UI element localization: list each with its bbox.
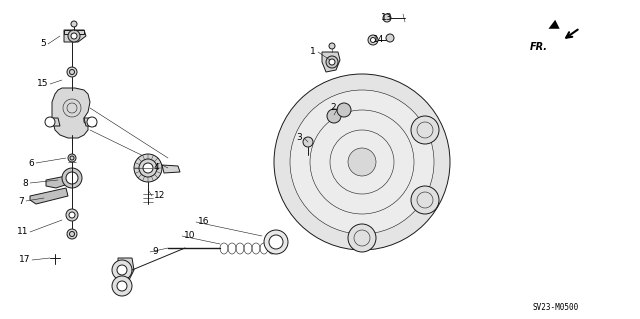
Circle shape <box>329 43 335 49</box>
Circle shape <box>134 154 162 182</box>
Text: 17: 17 <box>19 256 30 264</box>
Text: 9: 9 <box>152 248 157 256</box>
Text: 4: 4 <box>154 164 159 173</box>
Text: 8: 8 <box>22 179 28 188</box>
Circle shape <box>368 35 378 45</box>
Circle shape <box>112 276 132 296</box>
Circle shape <box>383 14 391 22</box>
Circle shape <box>329 59 335 65</box>
Circle shape <box>348 224 376 252</box>
Polygon shape <box>64 30 84 34</box>
Circle shape <box>71 21 77 27</box>
Circle shape <box>303 137 313 147</box>
Polygon shape <box>326 102 352 132</box>
Polygon shape <box>48 118 60 126</box>
Text: FR.: FR. <box>530 42 548 52</box>
Circle shape <box>327 109 341 123</box>
Polygon shape <box>46 176 68 188</box>
Circle shape <box>68 154 76 162</box>
Text: 12: 12 <box>154 191 165 201</box>
Circle shape <box>62 168 82 188</box>
Text: 16: 16 <box>198 218 209 226</box>
Circle shape <box>337 103 351 117</box>
Circle shape <box>69 212 75 218</box>
Circle shape <box>274 74 450 250</box>
Circle shape <box>66 172 78 184</box>
Circle shape <box>117 265 127 275</box>
Circle shape <box>326 56 338 68</box>
Circle shape <box>411 116 439 144</box>
Circle shape <box>371 38 376 42</box>
Text: 7: 7 <box>19 197 24 205</box>
Polygon shape <box>30 188 68 204</box>
Text: SV23-M0500: SV23-M0500 <box>533 303 579 313</box>
Polygon shape <box>290 98 430 226</box>
Circle shape <box>264 230 288 254</box>
Polygon shape <box>288 138 310 192</box>
Circle shape <box>143 163 153 173</box>
Text: 10: 10 <box>184 232 195 241</box>
Polygon shape <box>318 82 395 110</box>
Circle shape <box>45 117 55 127</box>
Text: 3: 3 <box>296 133 302 143</box>
Text: 15: 15 <box>36 79 48 88</box>
Text: 6: 6 <box>28 159 34 167</box>
Polygon shape <box>52 88 90 138</box>
Circle shape <box>112 260 132 280</box>
Circle shape <box>269 235 283 249</box>
Polygon shape <box>162 165 180 173</box>
Text: 14: 14 <box>372 35 384 44</box>
Polygon shape <box>322 52 340 72</box>
Circle shape <box>411 186 439 214</box>
Circle shape <box>71 33 77 39</box>
Text: 11: 11 <box>17 227 28 236</box>
Polygon shape <box>118 258 134 282</box>
Polygon shape <box>64 30 86 42</box>
Text: 2: 2 <box>330 103 336 113</box>
Circle shape <box>68 30 80 42</box>
Circle shape <box>66 209 78 221</box>
Circle shape <box>87 117 97 127</box>
Circle shape <box>117 281 127 291</box>
Circle shape <box>67 229 77 239</box>
Circle shape <box>290 90 434 234</box>
Circle shape <box>348 148 376 176</box>
Polygon shape <box>84 118 96 126</box>
Circle shape <box>67 67 77 77</box>
Text: 5: 5 <box>40 40 46 48</box>
Text: 1: 1 <box>310 48 316 56</box>
Circle shape <box>386 34 394 42</box>
Text: 13: 13 <box>381 13 392 23</box>
